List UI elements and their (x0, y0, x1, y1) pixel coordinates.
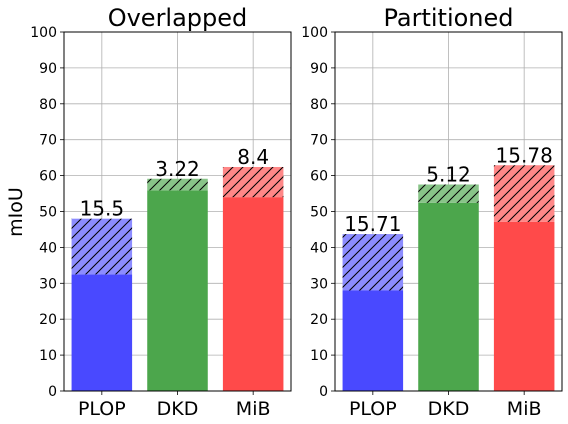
plot-frame (63, 31, 292, 392)
bar-base-mib (493, 221, 555, 391)
bar-base-plop (342, 290, 404, 391)
bar-increment-dkd (147, 178, 208, 191)
bar-increment-plop (71, 218, 133, 275)
y-tick-label: 50 (39, 205, 57, 221)
data-label-dkd: 5.12 (426, 163, 471, 187)
data-label-dkd: 3.22 (155, 157, 200, 181)
x-tick-label: MiB (507, 398, 542, 420)
bar-increment-plop (342, 234, 404, 291)
bar-base-dkd (418, 202, 479, 391)
y-tick-label: 60 (39, 169, 57, 185)
bar-base-dkd (147, 190, 208, 391)
y-tick-label: 10 (39, 348, 57, 364)
y-axis-label: mIoU (5, 187, 27, 237)
y-tick-label: 70 (39, 133, 57, 149)
x-tick-label: MiB (236, 398, 271, 420)
data-label-mib: 15.78 (496, 143, 553, 167)
y-tick-label: 10 (310, 348, 328, 364)
y-tick-label: 80 (310, 97, 328, 113)
data-label-plop: 15.71 (344, 212, 401, 236)
data-label-plop: 15.5 (80, 197, 125, 221)
y-tick-label: 80 (39, 97, 57, 113)
y-tick-label: 30 (39, 276, 57, 292)
y-tick-label: 100 (30, 25, 57, 41)
x-tick-label: PLOP (349, 398, 397, 420)
y-tick-label: 20 (310, 312, 328, 328)
bar-increment-mib (493, 165, 555, 222)
y-tick-label: 90 (310, 61, 328, 77)
x-tick-label: DKD (428, 398, 470, 420)
x-tick-label: PLOP (78, 398, 126, 420)
bar-increment-mib (222, 166, 284, 198)
y-tick-label: 70 (310, 133, 328, 149)
y-tick-label: 0 (319, 384, 328, 400)
data-label-mib: 8.4 (237, 145, 269, 169)
plot-frame (334, 31, 563, 392)
chart-panel-0: 0 10 20 30 40 50 60 70 80 90 100 15.5 PLOP 3.22 DKD 8.4… (30, 4, 292, 420)
y-tick-label: 90 (39, 61, 57, 77)
chart-title: Overlapped (108, 4, 248, 32)
bar-base-mib (222, 197, 284, 391)
bar-base-plop (71, 274, 133, 391)
y-tick-label: 100 (301, 25, 328, 41)
y-tick-label: 0 (48, 384, 57, 400)
chart-title: Partitioned (383, 4, 513, 32)
y-tick-label: 50 (310, 205, 328, 221)
x-tick-label: DKD (157, 398, 199, 420)
y-tick-label: 20 (39, 312, 57, 328)
y-tick-label: 40 (310, 240, 328, 256)
chart-panel-1: 0 10 20 30 40 50 60 70 80 90 100 15.71 PLOP 5.12 DKD 15… (301, 4, 563, 420)
bar-increment-dkd (418, 184, 479, 203)
y-tick-label: 40 (39, 240, 57, 256)
y-tick-label: 60 (310, 169, 328, 185)
y-tick-label: 30 (310, 276, 328, 292)
